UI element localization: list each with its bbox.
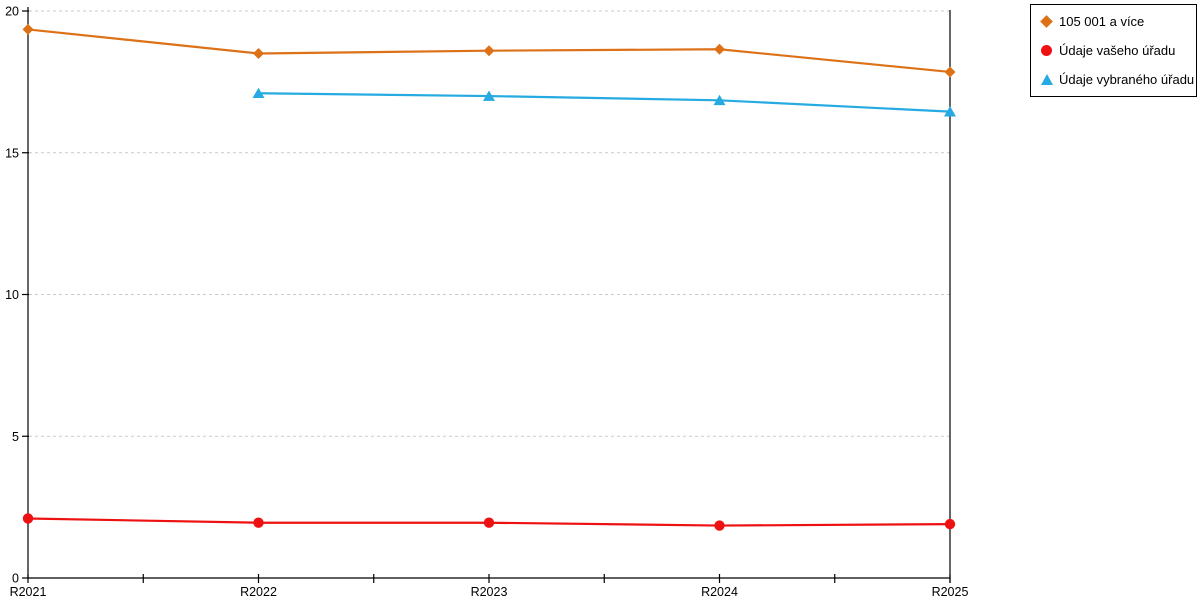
circle-marker-icon bbox=[253, 517, 264, 528]
x-tick-label: R2024 bbox=[701, 585, 738, 599]
diamond-marker-icon bbox=[253, 48, 264, 60]
legend: 105 001 a více Údaje vašeho úřadu Údaje … bbox=[1030, 4, 1197, 97]
circle-marker-icon bbox=[1041, 45, 1052, 56]
diamond-marker-icon bbox=[1040, 15, 1053, 28]
gridlines bbox=[29, 10, 952, 437]
y-tick-label: 5 bbox=[12, 430, 19, 444]
series-1 bbox=[22, 23, 956, 78]
y-tick-label: 20 bbox=[5, 5, 19, 19]
x-tick-label: R2021 bbox=[10, 585, 47, 599]
series-2 bbox=[22, 513, 956, 531]
diamond-marker-icon bbox=[714, 43, 725, 55]
x-tick-label: R2023 bbox=[471, 585, 508, 599]
axis-labels: 0 5 10 15 20 R2021 R2022 R2023 R2024 R2025 bbox=[5, 5, 968, 600]
x-tick-label: R2025 bbox=[932, 585, 969, 599]
series-3 bbox=[252, 87, 956, 117]
legend-item-udaje-vybraneho-uradu: Údaje vybraného úřadu bbox=[1040, 72, 1195, 87]
legend-item-105-001-a-vice: 105 001 a více bbox=[1040, 14, 1191, 29]
triangle-marker-icon bbox=[483, 90, 495, 101]
triangle-marker-icon bbox=[713, 94, 726, 106]
series-line bbox=[258, 92, 951, 113]
circle-marker-icon bbox=[483, 517, 495, 528]
diamond-marker-icon bbox=[22, 23, 34, 35]
y-tick-label: 15 bbox=[5, 146, 19, 160]
legend-label: 105 001 a více bbox=[1059, 14, 1145, 29]
circle-marker-icon bbox=[714, 520, 725, 531]
y-tick-label: 0 bbox=[12, 572, 19, 586]
circle-marker-icon bbox=[944, 518, 956, 530]
x-tick-label: R2022 bbox=[240, 585, 277, 599]
legend-item-udaje-vaseho-uradu: Údaje vašeho úřadu bbox=[1040, 43, 1191, 58]
triangle-marker-icon bbox=[252, 87, 265, 99]
y-tick-label: 10 bbox=[5, 288, 19, 302]
axes bbox=[22, 7, 951, 583]
triangle-marker-icon bbox=[1040, 74, 1053, 85]
legend-label: Údaje vašeho úřadu bbox=[1059, 43, 1176, 58]
triangle-marker-icon bbox=[944, 106, 956, 117]
legend-label: Údaje vybraného úřadu bbox=[1059, 72, 1195, 87]
circle-marker-icon bbox=[22, 513, 34, 524]
diamond-marker-icon bbox=[944, 66, 956, 78]
diamond-marker-icon bbox=[483, 45, 495, 57]
